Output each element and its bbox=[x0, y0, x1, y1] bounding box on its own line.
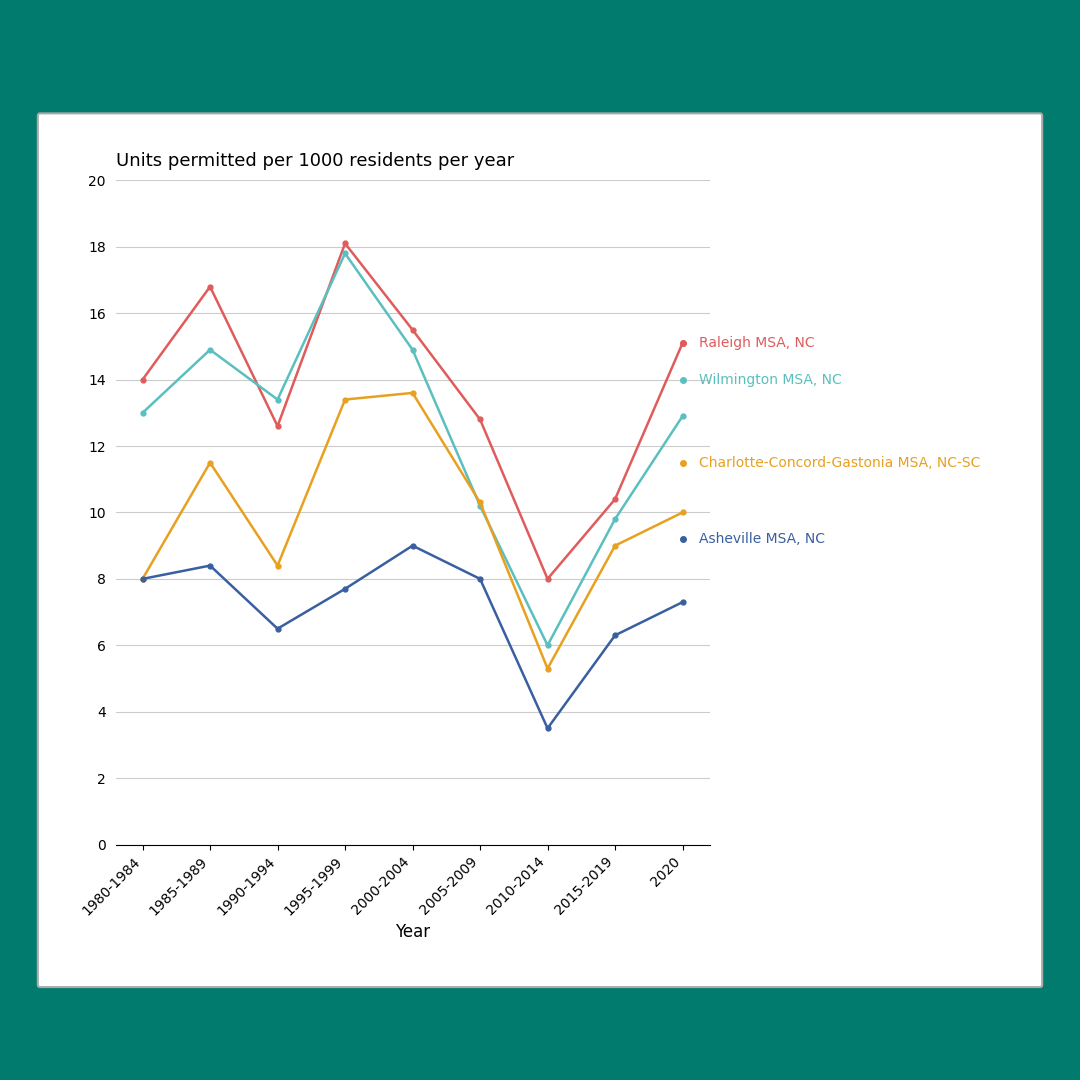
X-axis label: Year: Year bbox=[395, 923, 430, 942]
Text: Raleigh MSA, NC: Raleigh MSA, NC bbox=[700, 336, 815, 350]
Text: Wilmington MSA, NC: Wilmington MSA, NC bbox=[700, 373, 842, 387]
Text: Asheville MSA, NC: Asheville MSA, NC bbox=[700, 532, 825, 546]
Text: Units permitted per 1000 residents per year: Units permitted per 1000 residents per y… bbox=[116, 152, 514, 171]
Text: Charlotte-Concord-Gastonia MSA, NC-SC: Charlotte-Concord-Gastonia MSA, NC-SC bbox=[700, 456, 981, 470]
